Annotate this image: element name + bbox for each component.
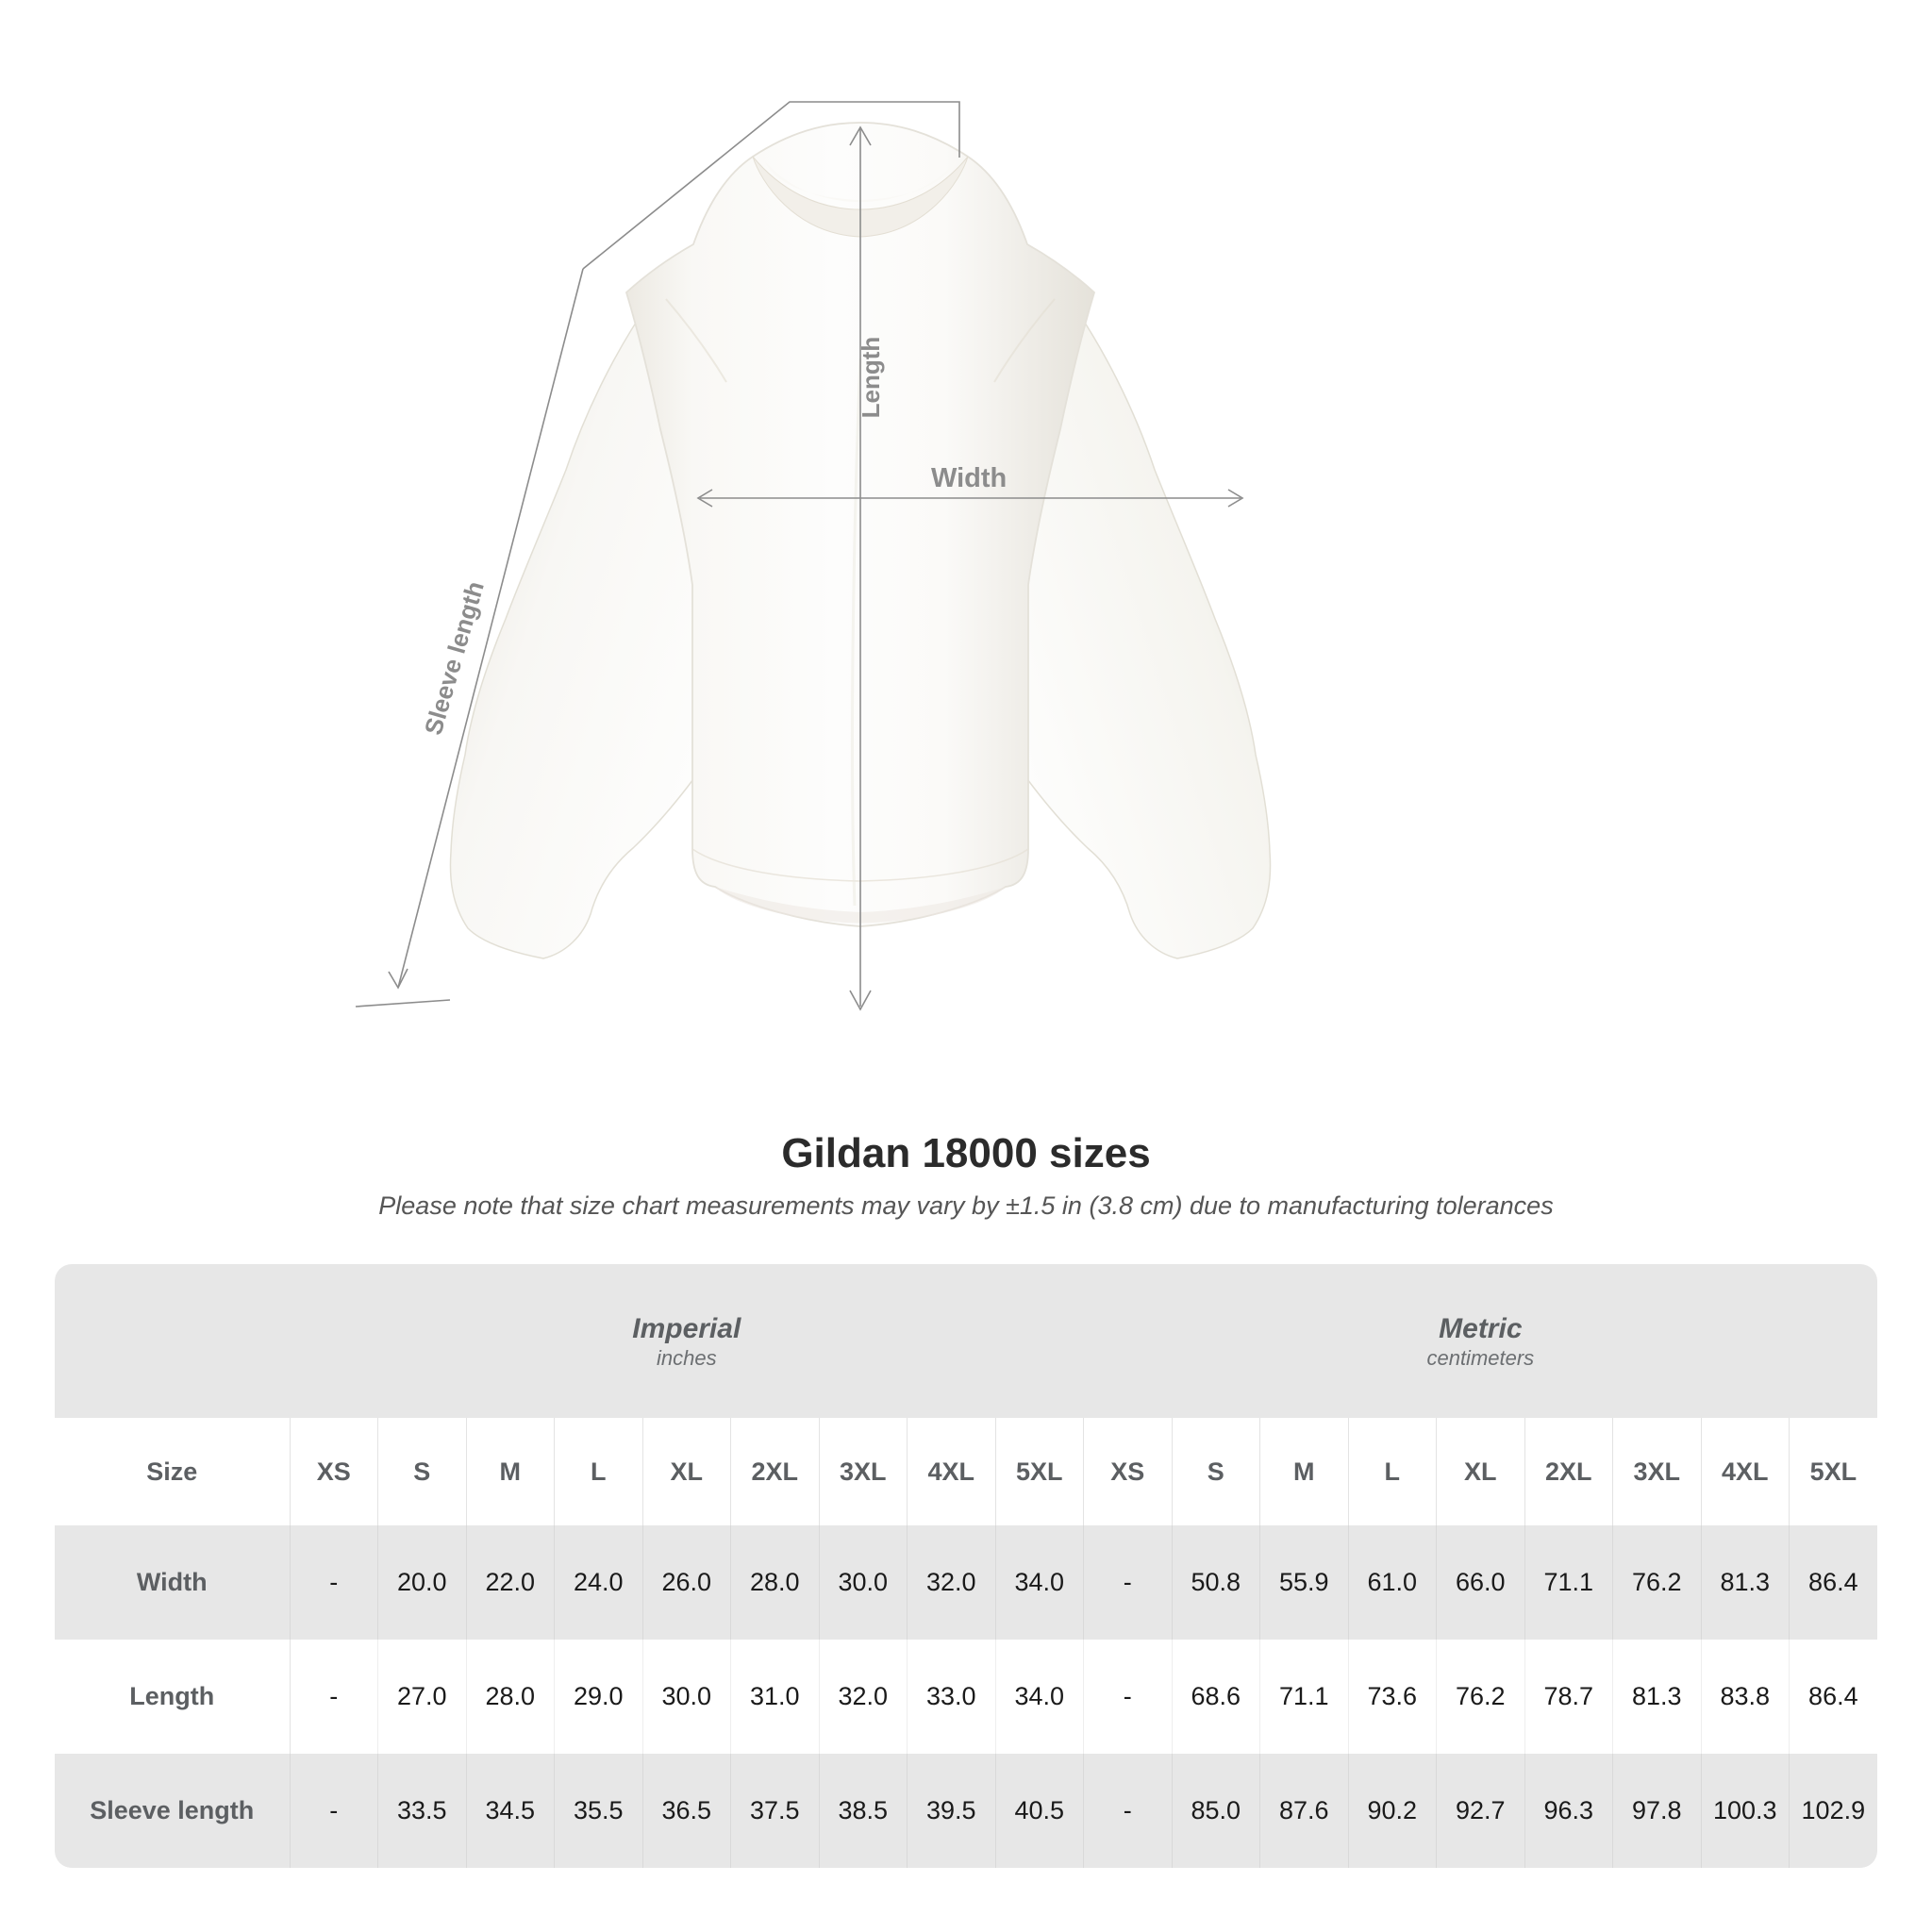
svg-text:Length: Length [857, 337, 885, 419]
svg-text:Width: Width [931, 463, 1007, 493]
svg-text:Sleeve length: Sleeve length [419, 578, 490, 738]
